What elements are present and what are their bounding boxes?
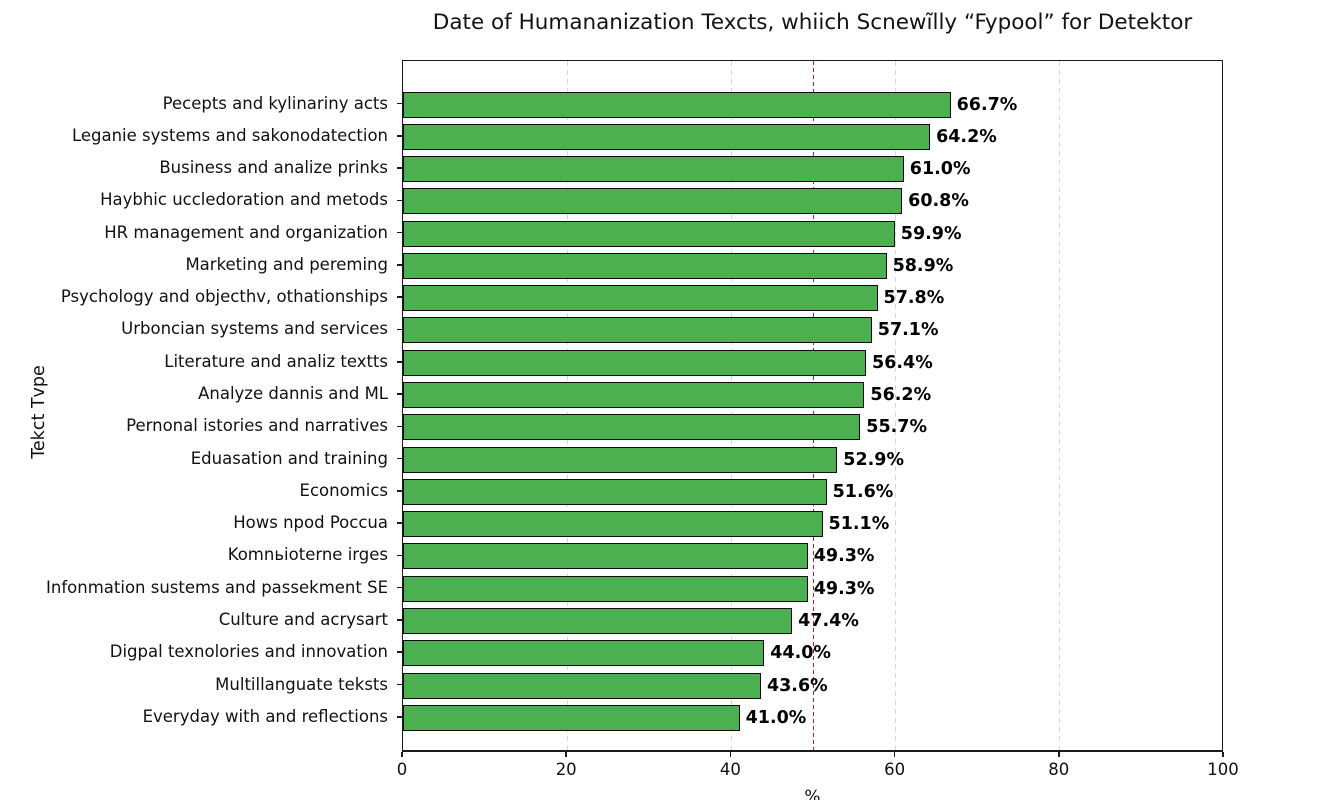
y-tick: [397, 360, 402, 363]
category-label: Leganie systems and sakonodatection: [71, 125, 388, 145]
bar: [403, 123, 931, 150]
bar: [403, 640, 765, 667]
y-tick: [397, 264, 402, 266]
bar-value-label: 61.0%: [909, 159, 971, 180]
bar: [403, 575, 808, 602]
category-label: Marketing and pereming: [185, 254, 388, 274]
bar: [403, 317, 872, 344]
category-label: Haybhic uccledoration and metods: [100, 190, 388, 210]
x-tick-label: 100: [1207, 760, 1239, 779]
plot-area: 66.7% 64.2% 61.0% 60.8% 59.9% 58.9% 57.8% 57.1%…: [402, 60, 1223, 752]
bar: [403, 672, 761, 699]
x-tick: [565, 752, 567, 757]
bar: [403, 607, 793, 634]
bar-value-label: 60.8%: [908, 191, 969, 212]
category-label: Economics: [299, 480, 388, 500]
y-tick: [397, 457, 402, 460]
bar-value-label: 57.1%: [877, 320, 939, 341]
gridline: [895, 61, 897, 750]
y-tick: [397, 231, 402, 234]
y-tick: [397, 134, 402, 137]
y-tick: [397, 199, 402, 202]
bar-value-label: 43.6%: [766, 675, 828, 696]
bar: [403, 285, 878, 312]
category-label: Everyday with and reflections: [142, 706, 388, 726]
x-tick: [401, 752, 403, 757]
bar-value-label: 57.8%: [883, 288, 945, 309]
bar: [403, 188, 903, 215]
x-tick-label: 40: [719, 760, 741, 779]
category-label: Hows npod Poccua: [233, 513, 388, 533]
category-label: Multillanguate teksts: [215, 674, 388, 694]
x-axis-label: %: [804, 787, 821, 800]
x-tick: [893, 752, 896, 757]
bar-value-label: 59.9%: [900, 223, 962, 244]
x-tick: [729, 752, 732, 757]
y-axis-category-labels: Pecepts and kylinariny acts Leganie syste…: [0, 0, 396, 800]
bar-value-label: 47.4%: [798, 610, 859, 631]
category-label: Urboncian systems and services: [121, 319, 388, 339]
x-tick-label: 60: [884, 760, 906, 779]
bar-value-label: 49.3%: [813, 546, 875, 567]
y-tick: [397, 586, 402, 589]
chart-title: Date of Humananization Texcts, whiich Sc…: [432, 10, 1193, 35]
y-tick: [397, 619, 402, 621]
bar-value-label: 51.6%: [832, 481, 894, 502]
bar-value-label: 58.9%: [892, 255, 954, 276]
bar: [403, 543, 808, 570]
bar-value-label: 55.7%: [866, 417, 928, 438]
y-tick: [397, 328, 402, 331]
y-tick: [397, 102, 402, 105]
category-label: Infonmation sustems and passekment SE: [46, 577, 388, 597]
x-tick-label: 0: [396, 760, 408, 779]
category-label: Culture and acrysart: [218, 609, 388, 629]
bar-value-label: 49.3%: [813, 578, 875, 599]
bar: [403, 349, 867, 376]
y-tick: [397, 716, 402, 718]
bar-value-label: 52.9%: [843, 449, 905, 470]
y-tick: [397, 490, 402, 492]
bar: [403, 156, 904, 183]
bar: [403, 446, 838, 473]
category-label: Literature and analiz textts: [164, 351, 388, 371]
bar-value-label: 51.1%: [828, 514, 890, 535]
bar: [403, 478, 827, 505]
category-label: Psychology and objecthv, othationships: [60, 287, 388, 307]
y-tick: [397, 651, 402, 654]
bar-value-label: 44.0%: [770, 643, 831, 664]
category-label: Pernonal istories and narratives: [126, 416, 388, 436]
bar-value-label: 56.4%: [872, 352, 933, 373]
x-tick: [1222, 752, 1224, 757]
x-tick-label: 80: [1048, 760, 1070, 779]
bar: [403, 382, 865, 409]
bar-value-label: 64.2%: [936, 126, 997, 147]
bar-value-label: 56.2%: [870, 385, 932, 406]
bar: [403, 91, 951, 118]
category-label: HR management and organization: [104, 222, 388, 242]
y-tick: [397, 167, 402, 169]
bar: [403, 414, 861, 441]
x-tick-label: 20: [555, 760, 577, 779]
gridline: [1059, 61, 1061, 750]
y-tick: [397, 522, 402, 524]
y-tick: [397, 425, 402, 428]
y-tick: [397, 393, 402, 395]
y-tick: [397, 554, 402, 557]
x-tick: [1058, 752, 1060, 757]
bar: [403, 252, 887, 279]
category-label: Digpal texnolories and innovation: [109, 642, 388, 662]
y-tick: [397, 296, 402, 298]
bar: [403, 704, 740, 731]
bar-value-label: 41.0%: [745, 707, 807, 728]
category-label: Eduasation and training: [190, 448, 388, 468]
bar-value-label: 66.7%: [956, 94, 1018, 115]
category-label: Komnьioterne irges: [227, 545, 388, 565]
y-tick: [397, 683, 402, 686]
bar: [403, 511, 823, 538]
category-label: Business and analize prinks: [159, 158, 388, 178]
category-label: Pecepts and kylinariny acts: [162, 93, 388, 113]
bar: [403, 220, 895, 247]
category-label: Analyze dannis and ML: [198, 384, 388, 404]
